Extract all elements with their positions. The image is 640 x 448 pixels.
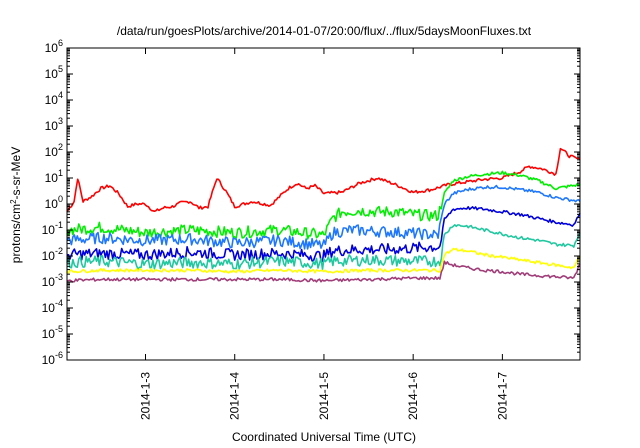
y-axis-label-pre: protons/cm [9,204,23,263]
x-tick-label: 2014-1-4 [228,372,242,420]
y-tick-label: 101 [45,168,63,185]
series-line [66,170,581,240]
x-tick-label: 2014-1-6 [406,372,420,420]
y-tick-label: 100 [45,194,63,211]
x-tick-label: 2014-1-5 [317,372,331,420]
series-layer [66,147,581,283]
y-tick-label: 10-5 [42,324,63,341]
series-line [66,260,581,283]
series-line [66,206,581,263]
y-tick-label: 106 [45,38,63,55]
y-axis-label: protons/cm2-s-sr-MeV [9,147,24,263]
y-axis-label-sup: 2 [9,199,18,204]
series-line [66,247,581,274]
chart-title: /data/run/goesPlots/archive/2014-01-07/2… [117,24,532,38]
y-tick-label: 104 [45,90,63,107]
y-tick-label: 10-4 [42,298,63,315]
y-tick-label: 10-3 [42,272,63,289]
y-tick-label: 10-2 [42,246,63,263]
y-tick-label: 10-1 [42,220,63,237]
x-tick-label: 2014-1-7 [495,372,509,420]
x-axis-label: Coordinated Universal Time (UTC) [232,430,416,444]
y-tick-label: 105 [45,64,63,81]
series-line [66,147,581,213]
y-tick-label: 103 [45,116,63,133]
y-axis-label-post: -s-sr-MeV [9,147,23,200]
y-tick-label: 10-6 [42,350,63,367]
series-line [66,184,581,250]
series-line [66,224,581,271]
y-tick-label: 102 [45,142,63,159]
y-axis: 10-6 10-5 10-4 10-3 10-2 10-1 100 101 102 103 104 1… [42,38,580,367]
x-tick-label: 2014-1-3 [139,372,153,420]
x-axis: 2014-1-3 2014-1-4 2014-1-5 2014-1-6 2014-1-7 [139,48,509,420]
